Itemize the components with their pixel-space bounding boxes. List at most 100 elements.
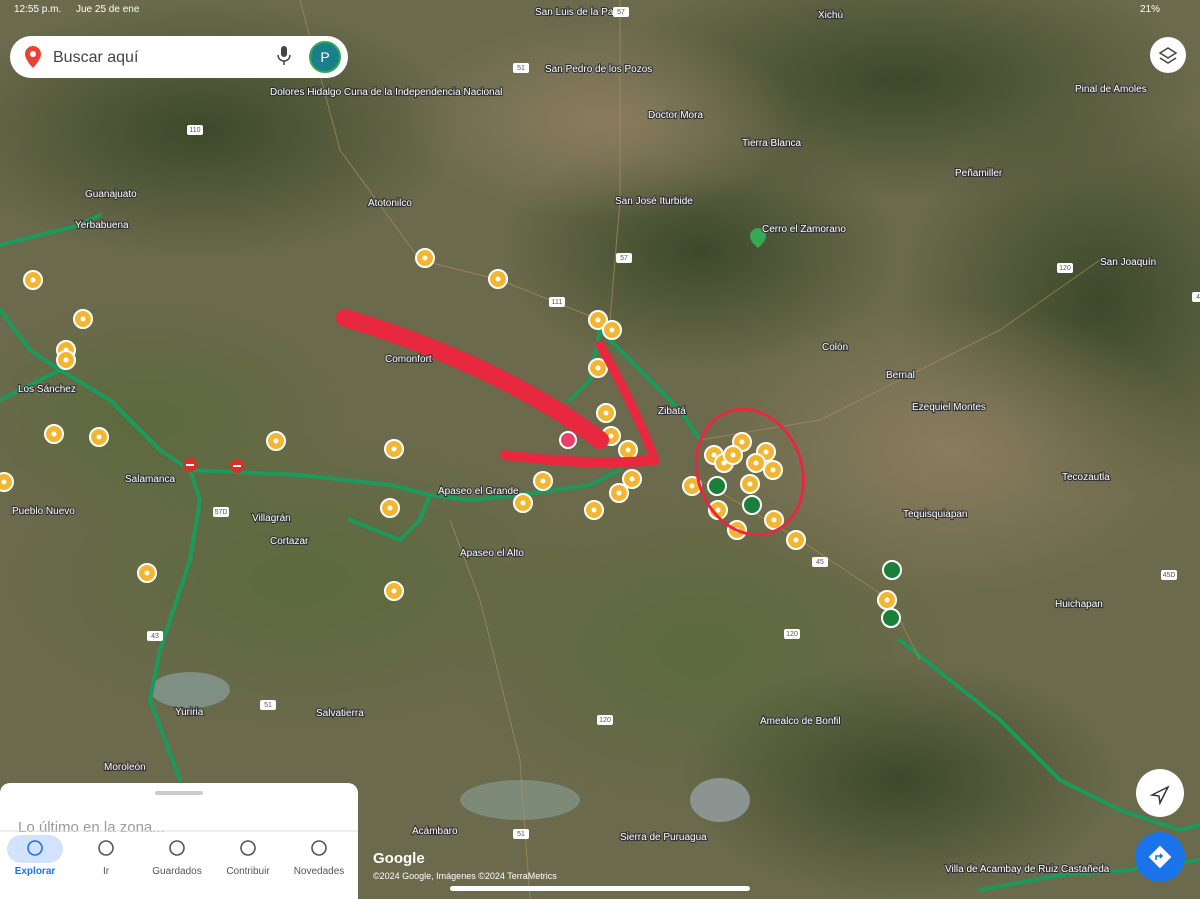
marker-dot [711, 452, 717, 458]
marker-dot [540, 478, 546, 484]
road-shield [147, 631, 163, 641]
tab-icon [311, 840, 327, 856]
status-date: Jue 25 de ene [76, 4, 140, 15]
road-shield [1161, 570, 1177, 580]
road-shield [260, 700, 276, 710]
marker-dot [391, 446, 397, 452]
road-shield [549, 297, 565, 307]
place-label: San Joaquín [1100, 257, 1156, 268]
marker-dot [96, 434, 102, 440]
marker-dot [747, 481, 753, 487]
layers-button[interactable] [1150, 37, 1186, 73]
marker-dot [608, 433, 614, 439]
road-shield-label: 45 [816, 559, 824, 566]
place-label: Amealco de Bonfil [760, 716, 841, 727]
road-shield-label: 120 [1059, 265, 1071, 272]
place-markers [0, 228, 902, 628]
marker-dot [391, 588, 397, 594]
marker-dot [763, 449, 769, 455]
tab-icon [27, 840, 43, 856]
place-label: Acámbaro [412, 826, 458, 837]
park-marker[interactable] [707, 476, 727, 496]
tab-label[interactable]: Novedades [294, 866, 345, 877]
road-shield [784, 629, 800, 639]
place-label: Cortazar [270, 536, 309, 547]
search-placeholder: Buscar aquí [53, 49, 139, 66]
marker-dot [520, 500, 526, 506]
marker-dot [629, 476, 635, 482]
marker-dot [1, 479, 7, 485]
marker-dot [616, 490, 622, 496]
road-shield-label: 57 [620, 255, 628, 262]
marker-dot [387, 505, 393, 511]
marker-dot [273, 438, 279, 444]
place-label: Sierra de Puruagua [620, 832, 707, 843]
place-label: Huichapan [1055, 599, 1103, 610]
road-shield [213, 507, 229, 517]
search-bar[interactable]: Buscar aquí P [10, 36, 348, 78]
google-logo: Google [373, 850, 425, 867]
road-shield [812, 557, 828, 567]
place-label: Atotonilco [368, 198, 412, 209]
road-shield [616, 253, 632, 263]
pin-marker[interactable] [559, 431, 577, 449]
marker-dot [591, 507, 597, 513]
tab-icon [169, 840, 185, 856]
marker-dot [753, 460, 759, 466]
my-location-button[interactable] [1136, 769, 1184, 817]
avatar[interactable]: P [320, 49, 329, 65]
tab-label[interactable]: Ir [103, 866, 110, 877]
place-label: Villagrán [252, 513, 291, 524]
directions-button[interactable] [1135, 832, 1185, 882]
marker-dot [689, 483, 695, 489]
closure-bar [233, 465, 241, 467]
place-label: Moroleón [104, 762, 146, 773]
road-shield-label: 57 [617, 9, 625, 16]
status-time: 12:55 p.m. [14, 4, 61, 15]
copyright: ©2024 Google, Imágenes ©2024 TerraMetric… [373, 871, 557, 881]
place-label: Tierra Blanca [742, 138, 802, 149]
tab-label[interactable]: Explorar [15, 866, 56, 877]
sheet-heading: Lo último en la zona... [18, 819, 165, 836]
place-label: Bernal [886, 370, 915, 381]
park-marker[interactable] [882, 560, 902, 580]
place-label: Yuriria [175, 707, 204, 718]
road-shields: 110 51 57 57 111 120 45 45D 43 51 120 120 51 45 57D [147, 7, 1200, 839]
road-shield-label: 51 [517, 65, 525, 72]
marker-dot [770, 467, 776, 473]
marker-dot [771, 517, 777, 523]
road-shield-label: 43 [151, 633, 159, 640]
marker-dot [625, 447, 631, 453]
tab-icon [98, 840, 114, 856]
place-label: Colón [822, 342, 848, 353]
road-shield [513, 63, 529, 73]
place-label: Guanajuato [85, 189, 137, 200]
park-marker[interactable] [881, 608, 901, 628]
marker-dot [422, 255, 428, 261]
peak-marker [750, 228, 766, 248]
place-label: Apaseo el Alto [460, 548, 524, 559]
home-indicator [450, 886, 750, 891]
place-label: Villa de Acambay de Ruiz Castañeda [945, 864, 1110, 875]
road-shield-label: 51 [517, 831, 525, 838]
place-label: Comonfort [385, 354, 432, 365]
marker-dot [80, 316, 86, 322]
place-label: Ezequiel Montes [912, 402, 986, 413]
road-shield-label: 110 [189, 127, 200, 134]
tab-label[interactable]: Guardados [152, 866, 201, 877]
park-marker[interactable] [742, 495, 762, 515]
place-label: Apaseo el Grande [438, 486, 519, 497]
marker-dot [144, 570, 150, 576]
place-label: Tequisquiapan [903, 509, 968, 520]
marker-dot [721, 460, 727, 466]
place-labels: San Luis de la Paz San Pedro de los Pozos… [11, 6, 1157, 876]
marker-dot [603, 410, 609, 416]
marker-dot [609, 327, 615, 333]
place-label: Zibatá [658, 406, 686, 417]
road-shield [513, 829, 529, 839]
tab-label[interactable]: Contribuir [226, 866, 270, 877]
place-label: San Luis de la Paz [535, 7, 618, 18]
marker-dot [730, 452, 736, 458]
